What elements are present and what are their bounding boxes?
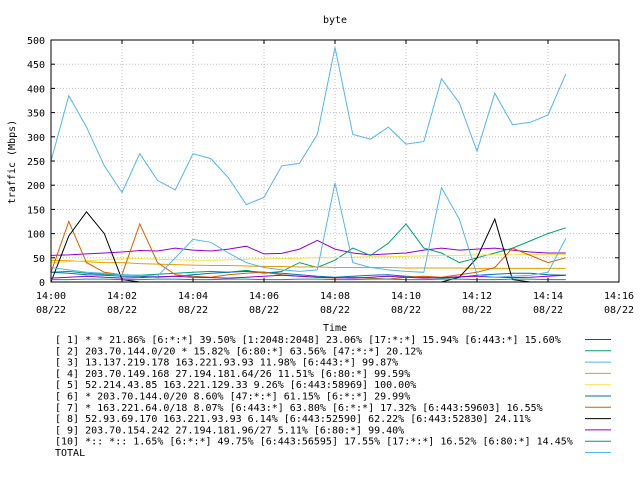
legend-entry: [ 3] 13.137.219.178 163.221.93.93 11.98%… [55, 358, 611, 369]
series-line-1 [50, 239, 566, 256]
legend-label: [ 2] 203.70.144.0/20 * 15.82% [6:80:*] 6… [55, 346, 422, 357]
legend: [ 1] * * 21.86% [6:*:*] 39.50% [1:2048:2… [55, 335, 611, 459]
legend-entry: [ 1] * * 21.86% [6:*:*] 39.50% [1:2048:2… [55, 335, 611, 346]
legend-entry: [ 7] * 163.221.64.0/18 8.07% [6:443:*] 6… [55, 403, 611, 414]
legend-entry: TOTAL [55, 448, 611, 459]
x-tick-date-label: 08/22 [604, 305, 634, 316]
y-tick-label: 400 [27, 84, 45, 95]
series-line-4 [50, 259, 566, 269]
y-tick-label: 350 [27, 109, 45, 120]
x-tick-label: 14:14 [533, 291, 563, 302]
x-tick-label: 14:08 [320, 291, 350, 302]
legend-label: [ 5] 52.214.43.85 163.221.129.33 9.26% [… [55, 380, 416, 391]
y-tick-label: 500 [27, 36, 45, 47]
x-tick-label: 14:10 [391, 291, 421, 302]
series-line-9 [50, 274, 566, 279]
legend-label: [ 3] 13.137.219.178 163.221.93.93 11.98%… [55, 358, 398, 369]
x-tick-label: 14:12 [462, 291, 492, 302]
x-tick-date-label: 08/22 [249, 305, 279, 316]
y-tick-label: 100 [27, 230, 45, 241]
series-line-10 [51, 278, 566, 281]
series-line-3 [50, 47, 567, 206]
x-tick-date-label: 08/22 [107, 305, 137, 316]
legend-label: [ 9] 203.70.154.242 27.194.181.96/27 5.1… [55, 425, 404, 436]
legend-entry: [10] *:: *:: 1.65% [6:*:*] 49.75% [6:443… [55, 437, 611, 448]
legend-entry: [ 5] 52.214.43.85 163.221.129.33 9.26% [… [55, 380, 611, 391]
legend-label: [ 4] 203.70.149.168 27.194.181.64/26 11.… [55, 369, 410, 380]
legend-entry: [ 8] 52.93.69.170 163.221.93.93 6.14% [6… [55, 414, 611, 425]
x-tick-date-label: 08/22 [36, 305, 66, 316]
legend-label: TOTAL [55, 448, 85, 459]
legend-entry: [ 4] 203.70.149.168 27.194.181.64/26 11.… [55, 369, 611, 380]
legend-label: [ 1] * * 21.86% [6:*:*] 39.50% [1:2048:2… [55, 335, 561, 346]
x-tick-label: 14:04 [178, 291, 208, 302]
legend-label: [10] *:: *:: 1.65% [6:*:*] 49.75% [6:443… [55, 437, 573, 448]
y-tick-label: 150 [27, 205, 45, 216]
y-axis-label: traffic (Mbps) [7, 120, 18, 204]
y-tick-label: 200 [27, 181, 45, 192]
x-tick-label: 14:06 [249, 291, 279, 302]
legend-label: [ 7] * 163.221.64.0/18 8.07% [6:443:*] 6… [55, 403, 543, 414]
x-tick-label: 14:16 [604, 291, 634, 302]
x-tick-date-label: 08/22 [320, 305, 350, 316]
x-tick-label: 14:00 [36, 291, 66, 302]
y-ticks: 0 50 100 150 200 250 300 350 400 450 500 [27, 36, 619, 289]
y-tick-label: 0 [39, 278, 45, 289]
legend-entry: [ 6] * 203.70.144.0/20 8.60% [47:*:*] 61… [55, 392, 611, 403]
legend-entry: [ 9] 203.70.154.242 27.194.181.96/27 5.1… [55, 425, 611, 436]
x-axis-label: Time [323, 323, 347, 334]
series-line-11 [50, 182, 567, 278]
legend-label: [ 8] 52.93.69.170 163.221.93.93 6.14% [6… [55, 414, 531, 425]
y-tick-label: 300 [27, 133, 45, 144]
y-tick-label: 250 [27, 157, 45, 168]
series-line-5 [50, 253, 566, 264]
x-ticks: 14:00 08/22 14:02 08/22 14:04 08/22 14:06 08/22… [36, 40, 634, 316]
x-tick-label: 14:02 [107, 291, 137, 302]
x-tick-date-label: 08/22 [391, 305, 421, 316]
legend-entry: [ 2] 203.70.144.0/20 * 15.82% [6:80:*] 6… [55, 346, 611, 357]
x-tick-date-label: 08/22 [178, 305, 208, 316]
legend-label: [ 6] * 203.70.144.0/20 8.60% [47:*:*] 61… [55, 392, 410, 403]
y-tick-label: 450 [27, 60, 45, 71]
x-tick-date-label: 08/22 [533, 305, 563, 316]
y-tick-label: 50 [33, 254, 45, 265]
x-tick-date-label: 08/22 [462, 305, 492, 316]
chart-title: byte [323, 15, 347, 26]
